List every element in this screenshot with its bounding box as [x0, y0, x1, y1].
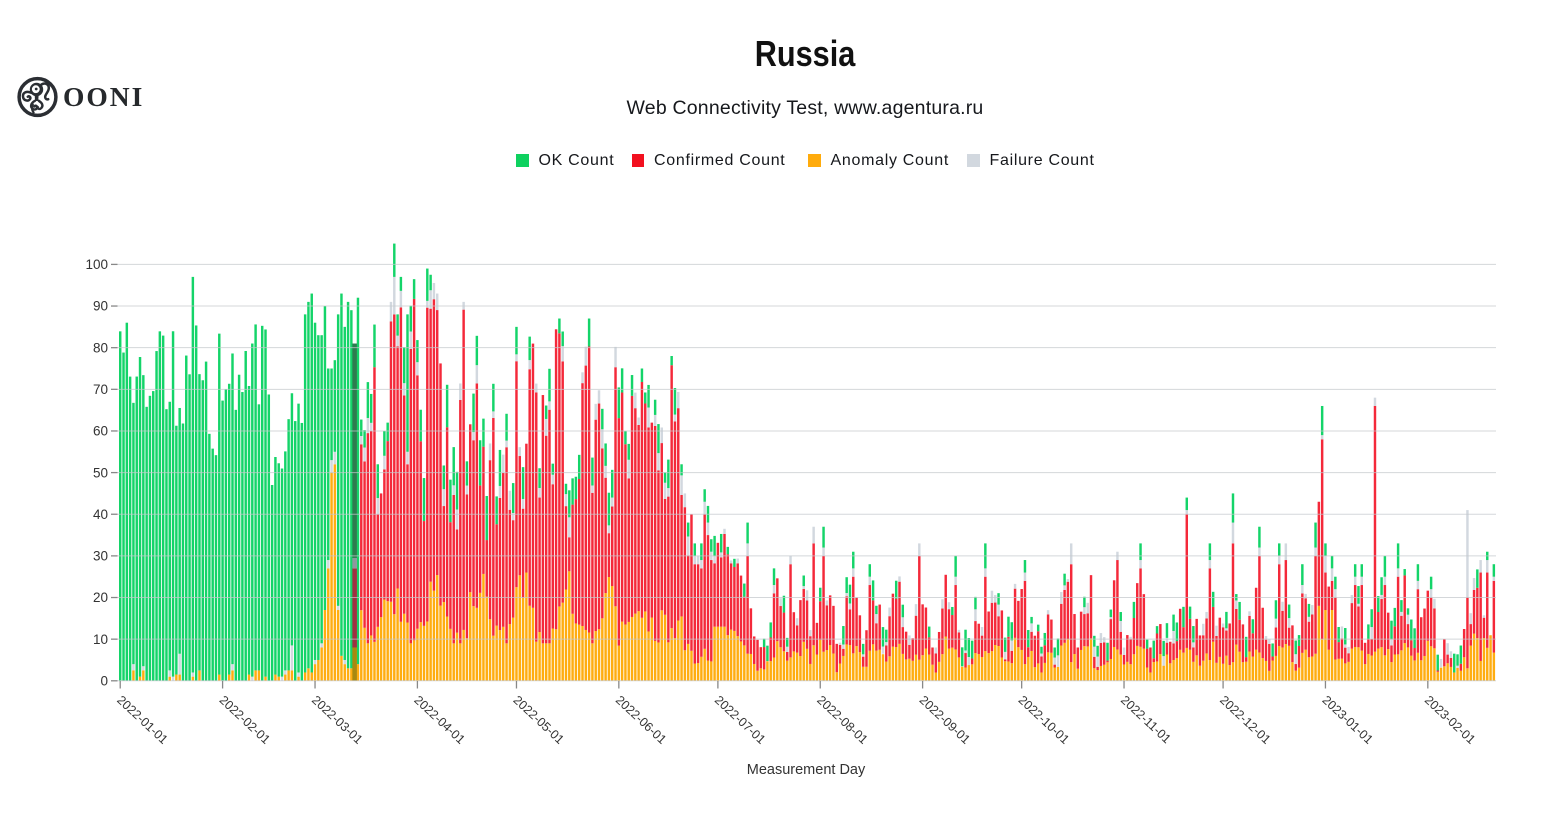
- svg-text:40: 40: [93, 507, 108, 522]
- svg-text:Measurement Day: Measurement Day: [747, 762, 866, 778]
- svg-text:2022-04-01: 2022-04-01: [411, 693, 467, 747]
- svg-text:10: 10: [93, 632, 108, 647]
- svg-text:2022-02-01: 2022-02-01: [217, 693, 273, 747]
- svg-text:OONI: OONI: [63, 81, 144, 112]
- svg-text:100: 100: [85, 257, 108, 272]
- svg-text:2022-07-01: 2022-07-01: [712, 693, 768, 747]
- svg-text:2022-03-01: 2022-03-01: [309, 693, 365, 747]
- svg-text:2022-12-01: 2022-12-01: [1217, 693, 1273, 747]
- svg-text:2022-11-01: 2022-11-01: [1118, 693, 1174, 746]
- svg-text:70: 70: [93, 382, 108, 397]
- svg-text:30: 30: [93, 549, 108, 564]
- svg-text:2022-01-01: 2022-01-01: [114, 693, 170, 747]
- svg-text:2022-08-01: 2022-08-01: [814, 693, 870, 747]
- svg-text:2022-05-01: 2022-05-01: [510, 693, 566, 747]
- svg-text:20: 20: [93, 590, 108, 605]
- svg-text:2023-01-01: 2023-01-01: [1319, 693, 1375, 747]
- svg-text:80: 80: [93, 340, 108, 355]
- svg-text:2022-10-01: 2022-10-01: [1016, 693, 1072, 747]
- svg-text:90: 90: [93, 299, 108, 314]
- svg-text:2022-06-01: 2022-06-01: [613, 693, 669, 747]
- svg-text:2023-02-01: 2023-02-01: [1422, 693, 1478, 747]
- svg-text:60: 60: [93, 424, 108, 439]
- svg-text:2022-09-01: 2022-09-01: [917, 693, 973, 747]
- svg-text:0: 0: [100, 674, 108, 689]
- svg-text:50: 50: [93, 465, 108, 480]
